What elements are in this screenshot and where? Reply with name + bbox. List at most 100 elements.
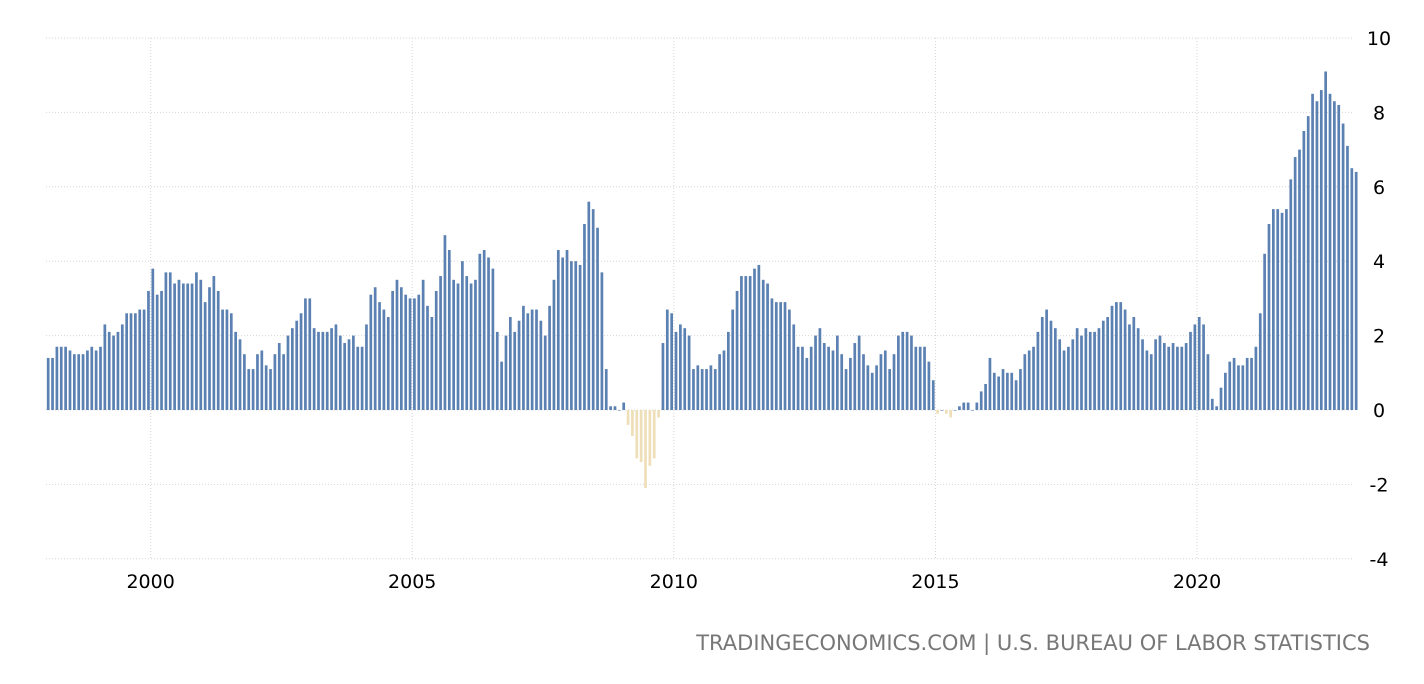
bar bbox=[827, 346, 830, 410]
bar bbox=[72, 354, 76, 410]
bar bbox=[522, 305, 525, 410]
bar bbox=[849, 357, 852, 410]
bar bbox=[626, 410, 630, 425]
bar bbox=[386, 317, 390, 410]
bar bbox=[395, 279, 399, 410]
bar bbox=[718, 354, 721, 410]
bar bbox=[910, 335, 913, 410]
bar bbox=[971, 410, 974, 411]
bar bbox=[199, 279, 203, 410]
bar bbox=[68, 350, 72, 410]
bar bbox=[1149, 354, 1153, 410]
bar bbox=[609, 406, 612, 410]
bar bbox=[116, 331, 120, 410]
bar bbox=[55, 346, 59, 410]
bar bbox=[705, 369, 708, 410]
bar bbox=[1014, 380, 1018, 410]
bar bbox=[1210, 398, 1214, 410]
bar bbox=[495, 331, 499, 410]
bar bbox=[243, 354, 246, 410]
bar bbox=[282, 354, 285, 410]
bar bbox=[1267, 224, 1271, 410]
bar bbox=[1228, 361, 1232, 410]
bar bbox=[897, 335, 900, 410]
bar bbox=[1189, 331, 1192, 410]
bar bbox=[774, 302, 778, 410]
bar bbox=[1215, 406, 1219, 410]
bar bbox=[1237, 365, 1240, 410]
bar bbox=[1132, 317, 1136, 410]
bar bbox=[138, 309, 142, 410]
bar bbox=[426, 305, 429, 410]
bar bbox=[831, 350, 835, 410]
bar bbox=[1315, 101, 1319, 411]
y-tick-label: -2 bbox=[1370, 474, 1389, 496]
bar bbox=[1271, 209, 1275, 410]
bar bbox=[1053, 328, 1057, 410]
bar bbox=[112, 335, 115, 410]
bar bbox=[661, 343, 665, 410]
bar bbox=[792, 324, 796, 410]
bar bbox=[617, 410, 621, 411]
y-tick-label: 2 bbox=[1373, 326, 1385, 348]
bar bbox=[1289, 179, 1293, 410]
bar bbox=[927, 361, 931, 410]
bar bbox=[709, 365, 713, 410]
bar bbox=[783, 302, 787, 410]
bar bbox=[1258, 313, 1262, 410]
bar bbox=[753, 268, 756, 410]
bar bbox=[338, 335, 342, 410]
bar bbox=[86, 350, 89, 410]
bar bbox=[290, 328, 294, 410]
bar bbox=[1197, 317, 1201, 410]
bar bbox=[1241, 365, 1245, 410]
bar bbox=[539, 320, 543, 410]
bar bbox=[596, 227, 599, 410]
bar bbox=[631, 410, 634, 437]
bar bbox=[356, 346, 360, 410]
bar bbox=[365, 324, 368, 410]
bar bbox=[814, 335, 817, 410]
bar bbox=[543, 335, 547, 410]
bar bbox=[1180, 346, 1184, 410]
bar bbox=[949, 410, 953, 418]
bar bbox=[1298, 149, 1301, 410]
bar bbox=[683, 328, 687, 410]
bar bbox=[574, 261, 578, 410]
bar bbox=[665, 309, 669, 410]
bar bbox=[1328, 93, 1332, 411]
bar bbox=[1128, 324, 1131, 410]
x-tick-label: 2000 bbox=[126, 571, 174, 593]
bar bbox=[1285, 209, 1288, 410]
bar bbox=[168, 272, 172, 410]
bar bbox=[944, 410, 948, 414]
bar bbox=[561, 257, 565, 410]
bar bbox=[1280, 212, 1284, 410]
bar bbox=[600, 272, 604, 410]
bar bbox=[1027, 350, 1031, 410]
bar bbox=[125, 313, 129, 410]
bar bbox=[1293, 157, 1297, 410]
bar bbox=[1136, 328, 1140, 410]
x-axis-tick-labels: 2000 2005 2010 2015 2020 bbox=[126, 571, 1221, 593]
bar bbox=[312, 328, 316, 410]
bar bbox=[1062, 350, 1066, 410]
bar bbox=[1032, 346, 1035, 410]
bar bbox=[744, 276, 748, 410]
y-tick-label: -4 bbox=[1370, 549, 1389, 571]
bar bbox=[613, 406, 617, 410]
bar bbox=[1075, 328, 1079, 410]
bar bbox=[251, 369, 255, 410]
bar bbox=[936, 410, 939, 414]
x-tick-label: 2020 bbox=[1173, 571, 1221, 593]
bar bbox=[548, 305, 551, 410]
bar bbox=[1224, 372, 1227, 410]
bar bbox=[225, 309, 229, 410]
bar bbox=[347, 339, 351, 410]
bar bbox=[1184, 343, 1188, 410]
bar bbox=[1036, 331, 1040, 410]
bar bbox=[478, 253, 482, 410]
bar bbox=[674, 331, 678, 410]
bar bbox=[256, 354, 259, 410]
